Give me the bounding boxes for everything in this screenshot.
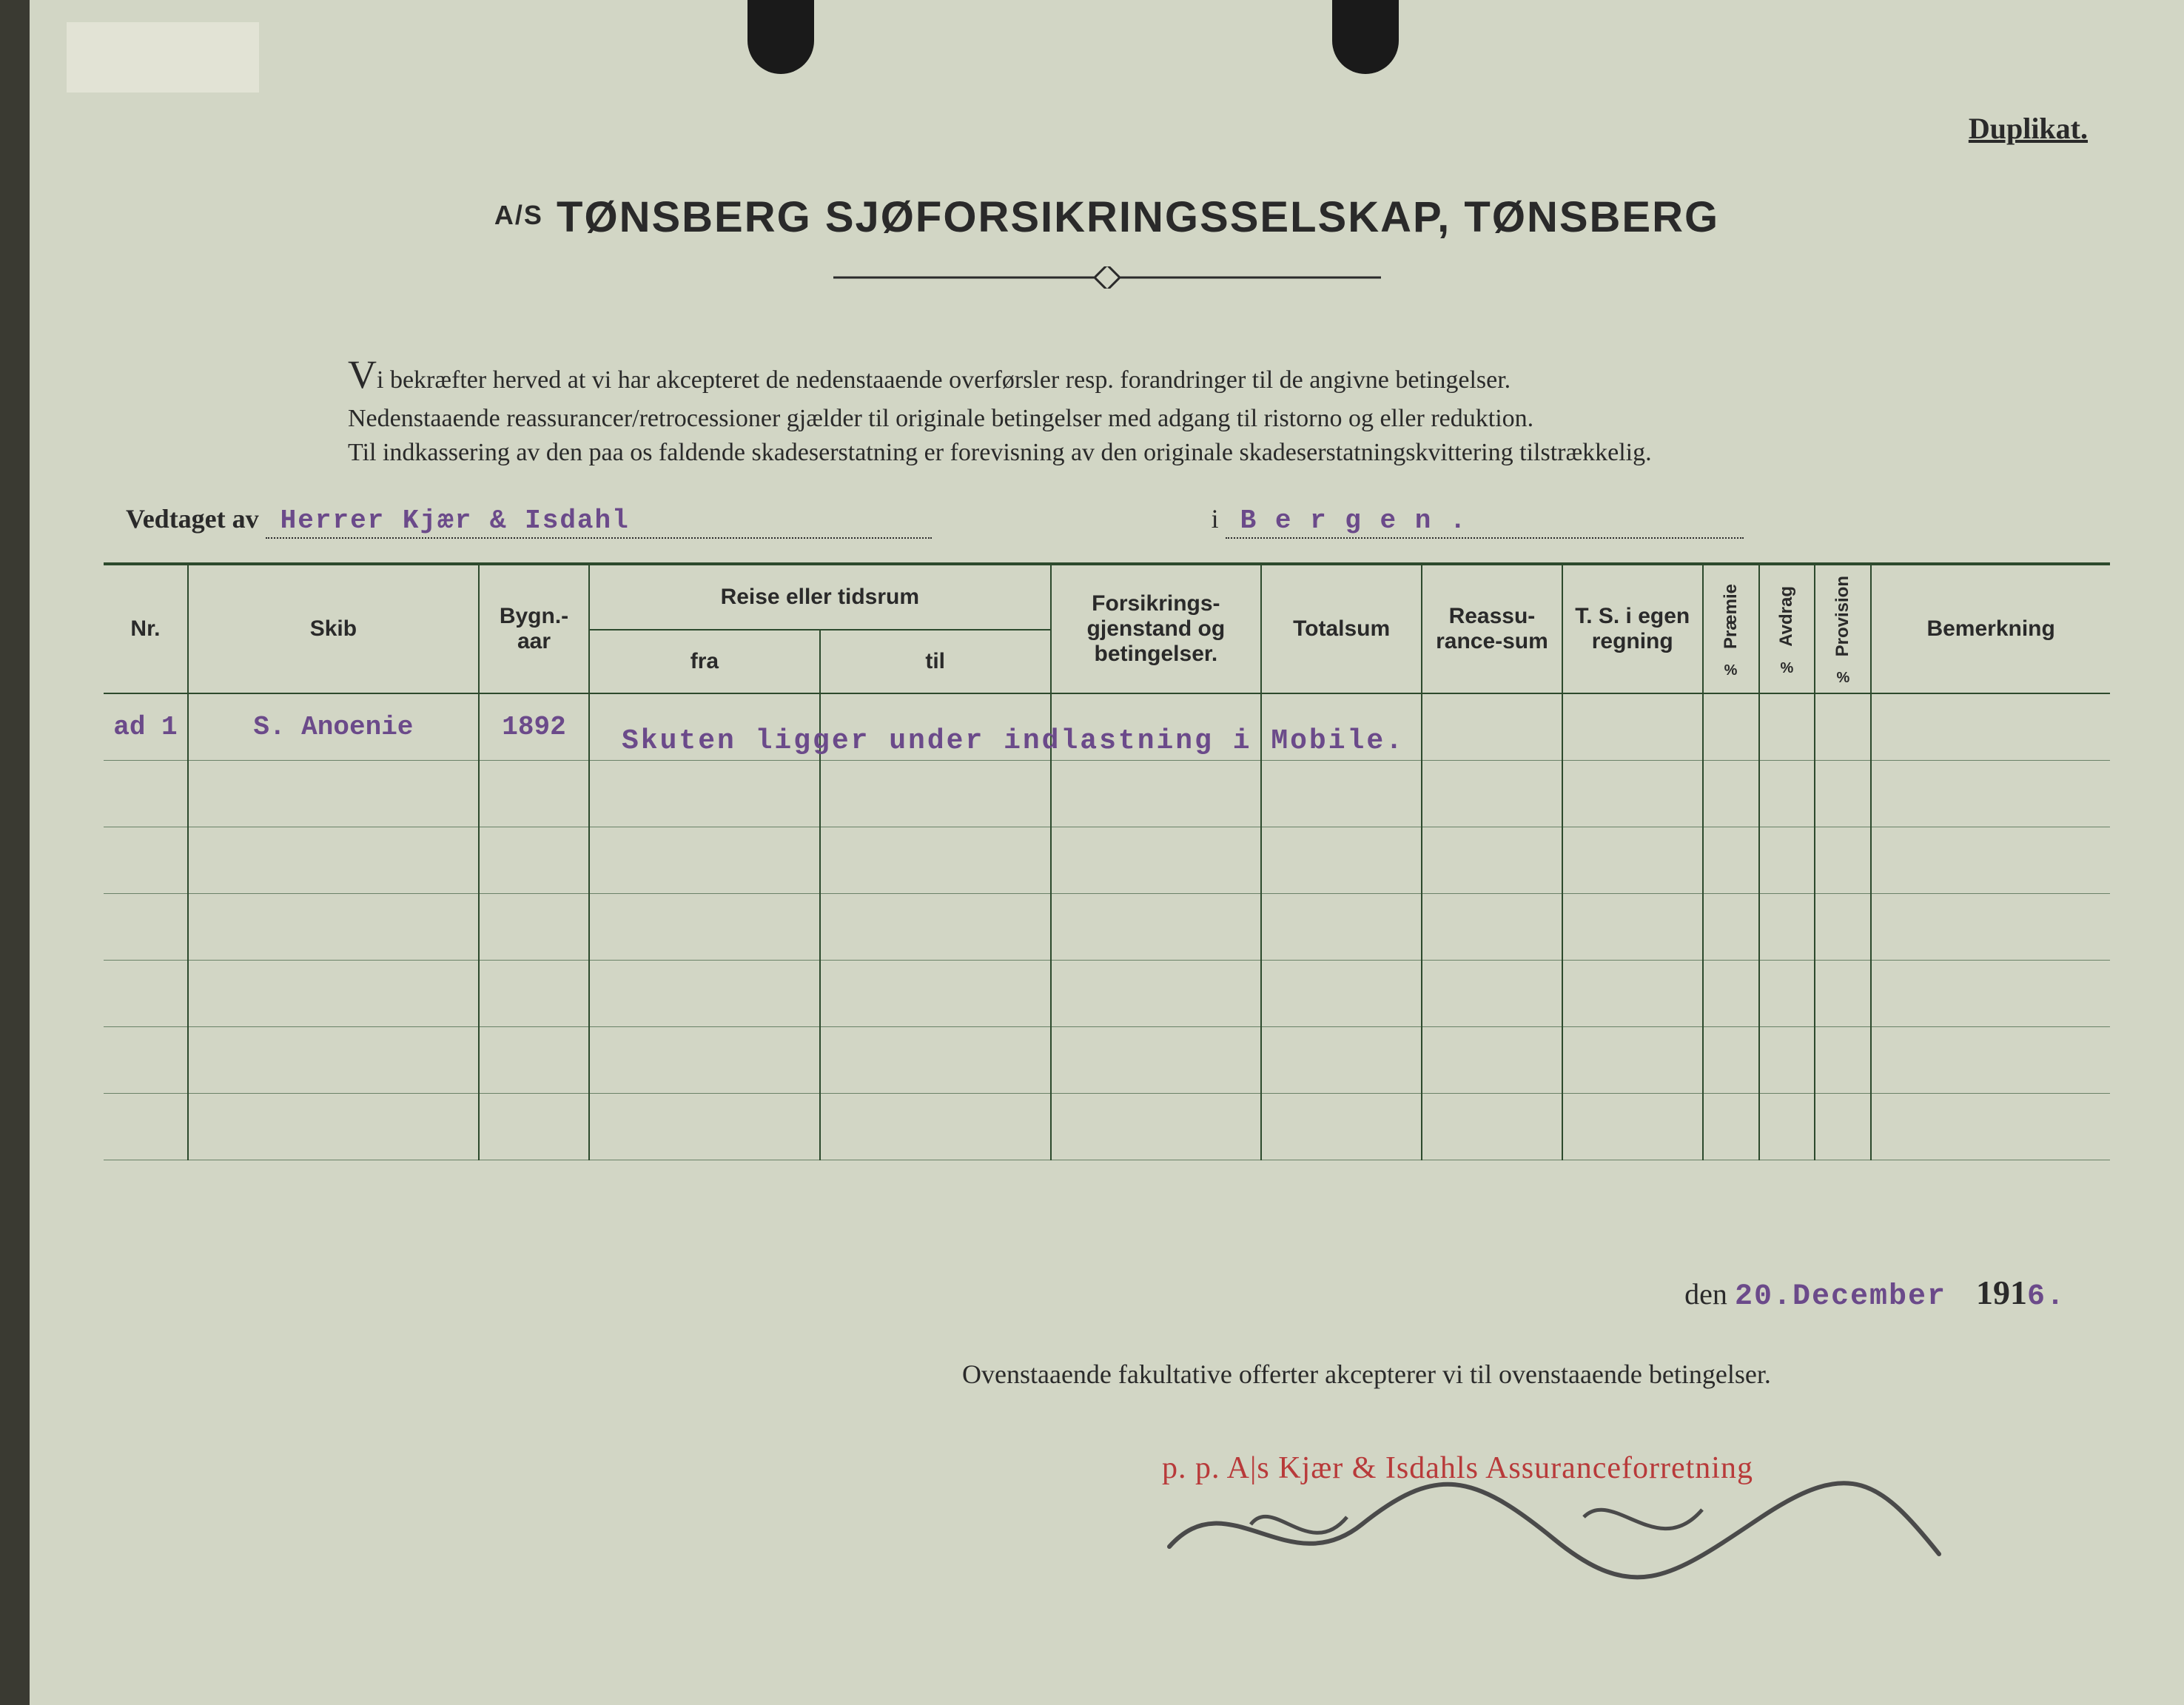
document-page: Duplikat. A/S TØNSBERG SJØFORSIKRINGSSEL… <box>0 0 2184 1705</box>
punch-hole <box>1332 0 1399 74</box>
punch-hole <box>747 0 814 74</box>
footer-text: Ovenstaaende fakultative offerter akcept… <box>962 1354 2088 1394</box>
cell-nr: ad 1 <box>104 693 188 760</box>
table-body: ad 1 S. Anoenie 1892 <box>104 693 2110 1160</box>
ledger-table-wrap: Nr. Skib Bygn.-aar Reise eller tidsrum F… <box>104 562 2110 1191</box>
ledger-table: Nr. Skib Bygn.-aar Reise eller tidsrum F… <box>104 562 2110 1160</box>
company-title: A/S TØNSBERG SJØFORSIKRINGSSELSKAP, TØNS… <box>30 192 2184 242</box>
hdr-fra: fra <box>589 630 820 694</box>
tape-mark <box>67 22 259 93</box>
hdr-praemie: Præmie% <box>1703 564 1759 693</box>
hdr-forsikring: Forsikrings-gjenstand og betingelser. <box>1051 564 1262 693</box>
table-row <box>104 960 2110 1026</box>
company-name: TØNSBERG SJØFORSIKRINGSSELSKAP, TØNSBERG <box>557 193 1719 241</box>
vedtaget-value: Herrer Kjær & Isdahl <box>266 505 932 539</box>
cell-av <box>1759 693 1815 760</box>
cell-pr <box>1703 693 1759 760</box>
hdr-nr: Nr. <box>104 564 188 693</box>
vedtaget-line: Vedtaget av Herrer Kjær & Isdahl i B e r… <box>126 503 2088 539</box>
table-row <box>104 1093 2110 1160</box>
i-label: i <box>1212 504 1219 534</box>
date-line: den 20.December 1916. <box>1684 1273 2066 1314</box>
dropcap: V <box>348 352 377 397</box>
company-prefix: A/S <box>494 200 543 230</box>
table-row <box>104 1026 2110 1093</box>
row-note: Skuten ligger under indlastning i Mobile… <box>622 725 1405 757</box>
cell-ts <box>1562 693 1703 760</box>
table-header: Nr. Skib Bygn.-aar Reise eller tidsrum F… <box>104 564 2110 693</box>
hdr-skib: Skib <box>188 564 479 693</box>
date-day-month: 20.December <box>1735 1280 1946 1314</box>
duplikat-label: Duplikat. <box>1969 111 2088 146</box>
intro-paragraph: Vi bekræfter herved at vi har akcepteret… <box>348 348 1962 470</box>
date-year-prefix: 191 <box>1976 1274 2027 1311</box>
hdr-reassurance: Reassu-rance-sum <box>1422 564 1562 693</box>
divider-ornament-icon <box>833 266 1381 289</box>
company-stamp: p. p. A|s Kjær & Isdahls Assuranceforret… <box>1162 1450 1753 1486</box>
table-row <box>104 827 2110 893</box>
hdr-totalsum: Totalsum <box>1261 564 1422 693</box>
hdr-bygn: Bygn.-aar <box>479 564 589 693</box>
table-row <box>104 893 2110 960</box>
hdr-avdrag: Avdrag% <box>1759 564 1815 693</box>
date-prefix: den <box>1684 1277 1727 1311</box>
vedtaget-label: Vedtaget av <box>126 504 259 534</box>
cell-bygn: 1892 <box>479 693 589 760</box>
hdr-bemerkning: Bemerkning <box>1871 564 2110 693</box>
cell-bem <box>1871 693 2110 760</box>
cell-pv <box>1815 693 1871 760</box>
hdr-ts: T. S. i egen regning <box>1562 564 1703 693</box>
hdr-reise: Reise eller tidsrum <box>589 564 1051 630</box>
hdr-provision: Provision% <box>1815 564 1871 693</box>
date-year-last: 6. <box>2027 1280 2066 1314</box>
city-value: B e r g e n . <box>1226 505 1744 539</box>
cell-skib: S. Anoenie <box>188 693 479 760</box>
table-row <box>104 760 2110 827</box>
cell-reas <box>1422 693 1562 760</box>
hdr-til: til <box>820 630 1051 694</box>
